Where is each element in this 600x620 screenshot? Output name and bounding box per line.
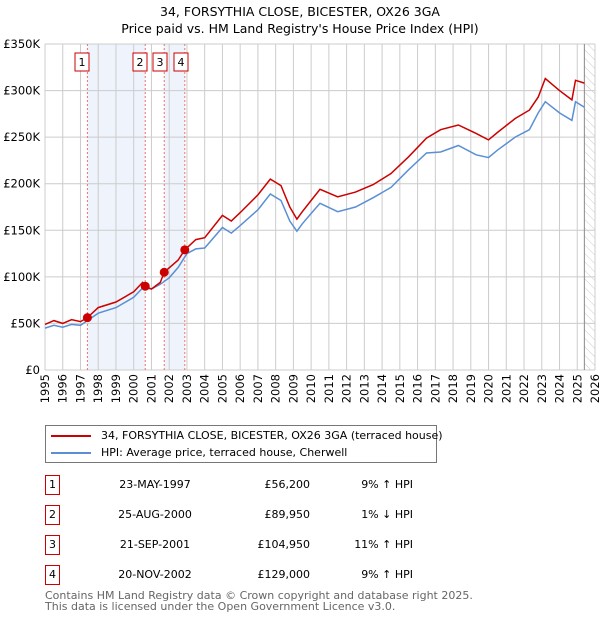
x-tick-label: 2004 [198,374,212,403]
y-tick-label: £150K [3,223,40,237]
hpi-line [44,100,585,329]
sale-date: 25-AUG-2000 [118,508,192,521]
x-tick-label: 2014 [375,374,389,403]
sale-date: 23-MAY-1997 [119,478,191,491]
x-tick-label: 2012 [340,374,354,403]
x-tick-label: 2023 [535,374,549,403]
legend-item-hpi: HPI: Average price, terraced house, Cher… [46,445,436,461]
x-tick-label: 2009 [286,374,300,403]
sale-number: 1 [45,475,60,495]
x-tick-label: 2008 [269,374,283,403]
x-tick-label: 2000 [127,374,141,403]
sale-number: 4 [45,565,60,585]
legend-label: HPI: Average price, terraced house, Cher… [101,446,348,459]
sale-label-box [152,52,168,72]
x-tick-label: 2015 [393,374,407,403]
x-tick-label: 2026 [588,374,600,403]
x-tick-label: 2010 [304,374,318,403]
y-tick-label: £50K [11,316,41,330]
x-tick-label: 2025 [570,374,584,403]
x-tick-label: 2021 [499,374,513,403]
sale-hpi-diff: 1% ↓ HPI [361,508,413,521]
legend-swatch-blue [51,452,91,454]
x-tick-label: 2019 [464,374,478,403]
sale-point-3 [159,267,169,277]
sale-price: £129,000 [257,568,311,581]
x-tick-label: 2005 [215,374,229,403]
sale-label: 4 [178,56,185,69]
forecast-hatch [584,44,595,370]
x-tick-label: 2002 [162,374,176,403]
sale-row: 1 23-MAY-1997 £56,200 9% ↑ HPI [45,475,445,495]
sale-price: £56,200 [264,478,311,491]
sale-row: 4 20-NOV-2002 £129,000 9% ↑ HPI [45,565,445,585]
sale-row: 3 21-SEP-2001 £104,950 11% ↑ HPI [45,535,445,555]
sale-point-2 [140,281,150,291]
y-tick-label: £0 [25,363,40,377]
sale-label-box [173,52,189,72]
y-tick-label: £300K [3,84,40,98]
sale-number: 3 [45,535,60,555]
sale-label: 1 [79,56,86,69]
sale-hpi-diff: 9% ↑ HPI [361,478,413,491]
x-tick-label: 1995 [38,374,52,403]
chart-title: 34, FORSYTHIA CLOSE, BICESTER, OX26 3GA [160,4,440,19]
x-tick-label: 2003 [180,374,194,403]
sale-row: 2 25-AUG-2000 £89,950 1% ↓ HPI [45,505,445,525]
sale-date: 20-NOV-2002 [118,568,192,581]
x-tick-label: 2013 [357,374,371,403]
shaded-span [164,44,185,370]
legend-label: 34, FORSYTHIA CLOSE, BICESTER, OX26 3GA … [101,429,443,442]
sale-point-1 [82,313,92,323]
sale-number: 2 [45,505,60,525]
sale-label: 2 [137,56,144,69]
y-tick-label: £250K [3,130,40,144]
chart-subtitle: Price paid vs. HM Land Registry's House … [121,21,479,36]
sale-price: £104,950 [257,538,311,551]
x-tick-label: 2024 [553,374,567,403]
x-tick-label: 2017 [428,374,442,403]
sale-price: £89,950 [264,508,311,521]
x-tick-label: 2016 [411,374,425,403]
x-tick-label: 1997 [73,374,87,403]
x-tick-label: 2018 [446,374,460,403]
y-tick-label: £350K [3,37,40,51]
x-tick-label: 2020 [482,374,496,403]
x-tick-label: 1999 [109,374,123,403]
sale-date: 21-SEP-2001 [119,538,191,551]
x-tick-label: 2001 [144,374,158,403]
y-tick-label: £100K [3,270,40,284]
sale-hpi-diff: 9% ↑ HPI [361,568,413,581]
x-tick-label: 1998 [91,374,105,403]
sale-label-box [74,52,90,72]
x-tick-label: 2011 [322,374,336,403]
sale-label-box [132,52,148,72]
sale-point-4 [180,245,190,255]
footer-line-2: This data is licensed under the Open Gov… [45,600,396,613]
x-tick-label: 2006 [233,374,247,403]
legend: 34, FORSYTHIA CLOSE, BICESTER, OX26 3GA … [45,425,443,463]
sale-hpi-diff: 11% ↑ HPI [354,538,413,551]
x-tick-label: 2007 [251,374,265,403]
x-tick-label: 1996 [56,374,70,403]
footer-line-1: Contains HM Land Registry data © Crown c… [45,589,473,602]
y-tick-label: £200K [3,177,40,191]
x-tick-label: 2022 [517,374,531,403]
legend-item-property: 34, FORSYTHIA CLOSE, BICESTER, OX26 3GA … [46,428,443,444]
property-price-line [44,77,585,326]
legend-swatch-red [51,435,91,437]
sale-label: 3 [157,56,164,69]
chart-plot: £0 £50K £100K £150K £200K £250K £300K £350K 1995… [3,37,600,403]
